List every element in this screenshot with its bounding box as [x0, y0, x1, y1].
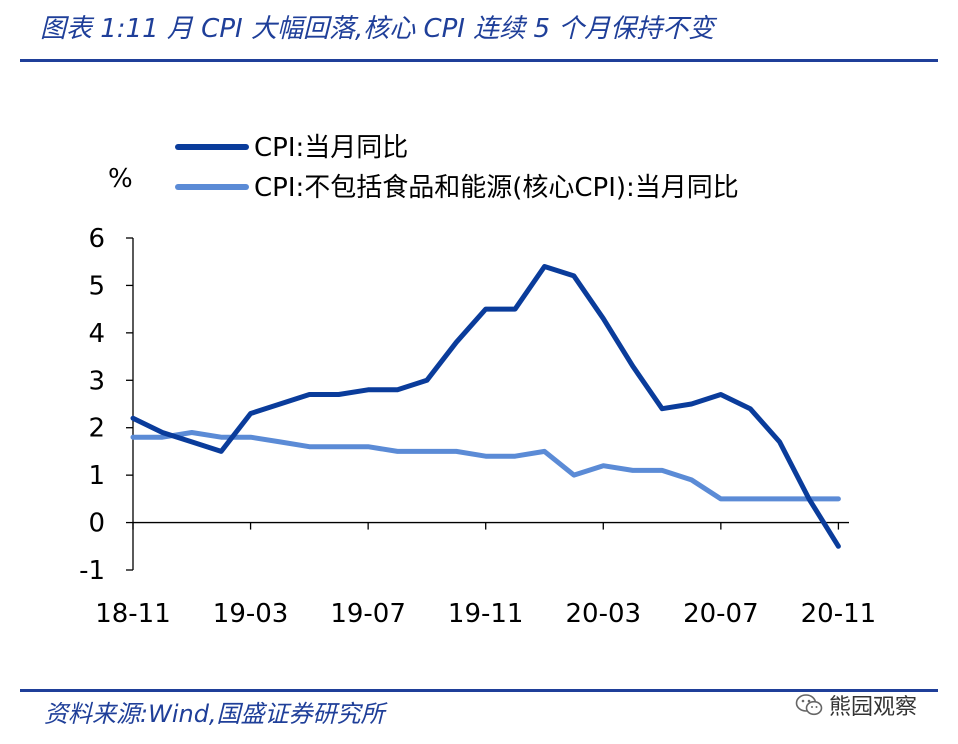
series-layer [130, 264, 841, 549]
y-tick-label: 0 [88, 509, 105, 539]
data-point [750, 408, 751, 409]
data-point [573, 275, 574, 276]
data-point [485, 309, 486, 310]
bottom-rule [20, 689, 938, 692]
y-tick-label: 6 [88, 224, 105, 254]
x-tick-label: 19-11 [448, 599, 524, 629]
y-tick-label: 3 [88, 366, 105, 396]
data-point [426, 451, 427, 452]
data-point [280, 441, 281, 442]
data-point [309, 394, 310, 395]
data-point [133, 437, 134, 438]
data-point [456, 342, 457, 343]
series-line-2 [130, 430, 841, 502]
data-point [221, 451, 222, 452]
axes: -1 0 1 2 3 4 5 6 18-11 19-03 19-07 19-11 20-03 20-07 2… [79, 224, 876, 629]
data-point [544, 451, 545, 452]
data-point [720, 394, 721, 395]
legend-label: CPI:当月同比 [254, 133, 408, 163]
data-point [573, 475, 574, 476]
data-point [691, 479, 692, 480]
data-point [720, 498, 721, 499]
data-point [691, 404, 692, 405]
data-point [544, 266, 545, 267]
data-point [809, 498, 810, 499]
data-point [191, 432, 192, 433]
data-point [779, 498, 780, 499]
chart-title: 图表 1:11 月 CPI 大幅回落,核心 CPI 连续 5 个月保持不变 [40, 14, 715, 44]
y-tick-label: -1 [79, 556, 105, 586]
data-point [603, 465, 604, 466]
data-point [662, 408, 663, 409]
data-point [515, 456, 516, 457]
data-point [338, 394, 339, 395]
data-point [426, 380, 427, 381]
series-line-1 [130, 264, 841, 549]
x-tick-label: 20-07 [683, 599, 759, 629]
data-point [133, 418, 134, 419]
data-point [515, 309, 516, 310]
data-point [750, 498, 751, 499]
data-point [191, 441, 192, 442]
y-tick-label: 2 [88, 414, 105, 444]
data-point [368, 446, 369, 447]
wechat-icon [795, 694, 823, 716]
y-tick-label: 4 [88, 319, 105, 349]
x-tick-label: 20-03 [565, 599, 641, 629]
x-tick-label: 19-07 [330, 599, 406, 629]
data-point [250, 413, 251, 414]
data-point [397, 451, 398, 452]
data-point [338, 446, 339, 447]
data-point [250, 437, 251, 438]
data-point [485, 456, 486, 457]
data-point [280, 404, 281, 405]
data-point [221, 437, 222, 438]
top-rule [20, 59, 938, 62]
legend: CPI:当月同比 CPI:不包括食品和能源(核心CPI):当月同比 [175, 133, 739, 203]
data-point [838, 498, 839, 499]
y-tick-label: 5 [88, 271, 105, 301]
x-tick-label: 18-11 [95, 599, 171, 629]
watermark: 熊园观察 [795, 690, 917, 720]
source-note: 资料来源:Wind,国盛证券研究所 [44, 700, 385, 728]
y-tick-label: 1 [88, 461, 105, 491]
data-point [162, 432, 163, 433]
data-point [162, 437, 163, 438]
data-point [632, 470, 633, 471]
data-point [397, 389, 398, 390]
y-axis-label: % [108, 164, 133, 194]
data-point [603, 318, 604, 319]
data-point [368, 389, 369, 390]
data-point [662, 470, 663, 471]
data-point [456, 451, 457, 452]
watermark-text: 熊园观察 [829, 695, 918, 720]
data-point [779, 441, 780, 442]
data-point [309, 446, 310, 447]
legend-label: CPI:不包括食品和能源(核心CPI):当月同比 [254, 173, 739, 203]
x-tick-label: 20-11 [801, 599, 877, 629]
data-point [838, 546, 839, 547]
data-point [632, 366, 633, 367]
x-tick-label: 19-03 [213, 599, 289, 629]
